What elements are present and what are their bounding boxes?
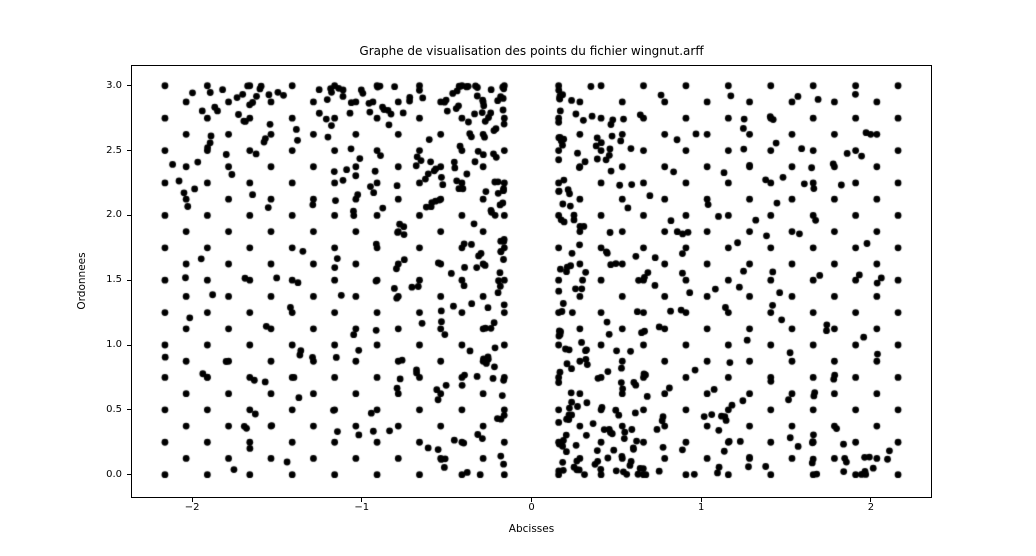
x-tick-mark: [531, 498, 532, 502]
y-tick-label: 1.0: [106, 339, 122, 351]
plot-area: [131, 65, 932, 498]
y-tick-mark: [127, 85, 131, 87]
y-tick-label: 2.0: [106, 209, 122, 221]
y-tick-mark: [127, 279, 131, 281]
x-tick-mark: [361, 498, 363, 502]
y-tick-mark: [127, 214, 131, 216]
y-tick-label: 2.5: [106, 144, 122, 156]
y-tick-mark: [127, 344, 131, 346]
x-tick-label: 1: [698, 502, 705, 513]
y-tick-label: 3.0: [106, 79, 122, 91]
x-tick-label: 0: [528, 502, 535, 513]
y-tick-mark: [127, 409, 131, 411]
x-tick-mark: [700, 498, 702, 502]
chart-title: Graphe de visualisation des points du fi…: [359, 44, 704, 58]
y-tick-label: 1.5: [106, 274, 122, 286]
y-tick-mark: [127, 150, 131, 152]
x-axis-label: Abcisses: [508, 523, 555, 535]
y-tick-label: 0.5: [106, 403, 122, 415]
x-tick-mark: [191, 498, 193, 502]
y-tick-label: 0.0: [106, 468, 122, 480]
x-tick-label: 2: [867, 502, 875, 513]
x-tick-mark: [870, 498, 872, 502]
x-tick-label: −1: [354, 502, 370, 513]
x-tick-label: −2: [184, 502, 200, 513]
scatter-points-canvas: [132, 66, 931, 497]
y-tick-mark: [127, 474, 131, 476]
